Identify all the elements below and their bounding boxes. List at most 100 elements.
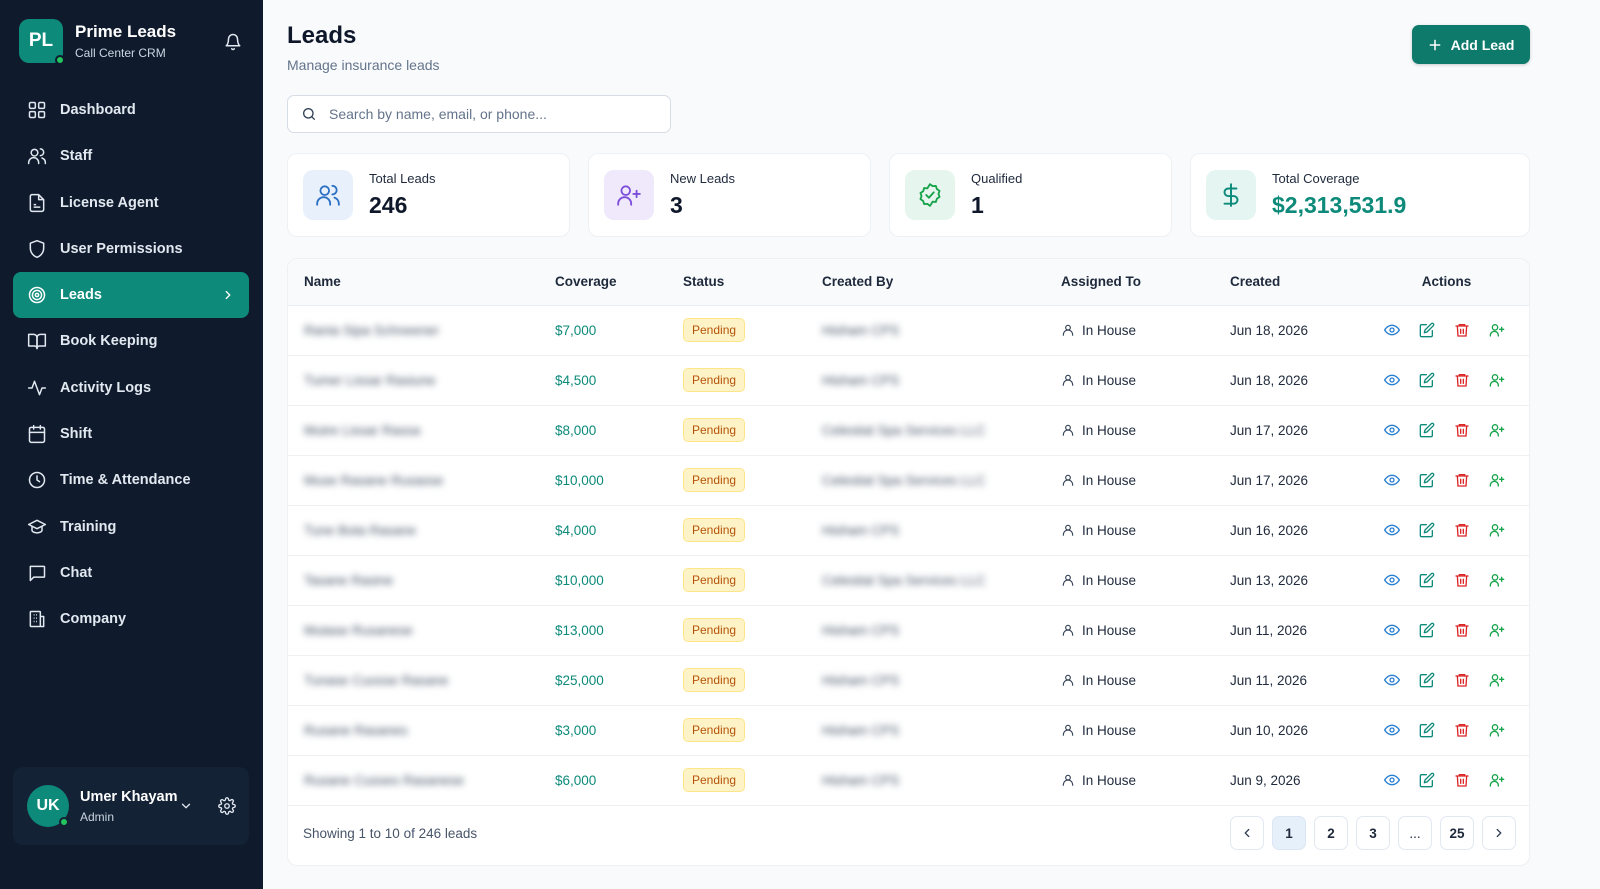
table-row[interactable]: Rania Sipa Schneener $7,000 Pending Hisham …	[288, 305, 1529, 355]
table-row[interactable]: Rusane Cusses Rasanese $6,000 Pending Hisha…	[288, 755, 1529, 805]
page-button[interactable]: 3	[1356, 816, 1390, 850]
col-header-coverage[interactable]: Coverage	[555, 259, 683, 306]
sidebar-item-label: Activity Logs	[60, 379, 152, 396]
bell-icon[interactable]	[224, 33, 242, 51]
trash-icon[interactable]	[1454, 472, 1470, 488]
user-card[interactable]: UK Umer Khayam Admin	[13, 767, 249, 845]
sidebar-item-leads[interactable]: Leads	[13, 272, 249, 319]
eye-icon[interactable]	[1383, 522, 1400, 538]
assign-user-icon[interactable]	[1489, 622, 1505, 638]
chevron-down-icon[interactable]	[179, 799, 193, 813]
lead-name[interactable]: Muse Rasane Rusasse	[304, 472, 444, 488]
assign-user-icon[interactable]	[1489, 522, 1505, 538]
next-page-button[interactable]	[1482, 816, 1516, 850]
page-button[interactable]: 1	[1272, 816, 1306, 850]
lead-name[interactable]: Mutase Rusanese	[304, 622, 413, 638]
trash-icon[interactable]	[1454, 322, 1470, 338]
edit-icon[interactable]	[1419, 422, 1435, 438]
stat-card-total-leads: Total Leads 246	[287, 153, 570, 237]
assign-user-icon[interactable]	[1489, 372, 1505, 388]
col-header-created[interactable]: Created	[1230, 259, 1364, 306]
trash-icon[interactable]	[1454, 772, 1470, 788]
table-row[interactable]: Rusane Rasanes $3,000 Pending Hisham CPS In …	[288, 705, 1529, 755]
sidebar-item-shift[interactable]: Shift	[13, 411, 249, 457]
sidebar-item-user-permissions[interactable]: User Permissions	[13, 226, 249, 272]
trash-icon[interactable]	[1454, 622, 1470, 638]
lead-created-date: Jun 11, 2026	[1230, 672, 1308, 688]
edit-icon[interactable]	[1419, 472, 1435, 488]
eye-icon[interactable]	[1383, 322, 1400, 338]
edit-icon[interactable]	[1419, 772, 1435, 788]
sidebar-item-company[interactable]: Company	[13, 596, 249, 642]
trash-icon[interactable]	[1454, 422, 1470, 438]
assign-user-icon[interactable]	[1489, 422, 1505, 438]
col-header-assigned-to[interactable]: Assigned To	[1061, 259, 1230, 306]
brand[interactable]: PL Prime Leads Call Center CRM	[19, 19, 176, 65]
gear-icon[interactable]	[218, 797, 236, 815]
sidebar-item-time-attendance[interactable]: Time & Attendance	[13, 457, 249, 503]
sidebar-item-license-agent[interactable]: License Agent	[13, 180, 249, 226]
lead-name[interactable]: Tumer Lissar Rasiune	[304, 372, 436, 388]
eye-icon[interactable]	[1383, 772, 1400, 788]
sidebar-item-book-keeping[interactable]: Book Keeping	[13, 318, 249, 364]
user-name: Umer Khayam	[80, 788, 178, 805]
assign-user-icon[interactable]	[1489, 722, 1505, 738]
add-lead-button[interactable]: Add Lead	[1412, 25, 1530, 64]
trash-icon[interactable]	[1454, 522, 1470, 538]
search-input[interactable]	[329, 106, 649, 122]
lead-name[interactable]: Rusane Cusses Rasanese	[304, 772, 464, 788]
table-row[interactable]: Tasane Rasine $10,000 Pending Celestial Spa…	[288, 555, 1529, 605]
trash-icon[interactable]	[1454, 672, 1470, 688]
table-row[interactable]: Tumer Lissar Rasiune $4,500 Pending Hisham …	[288, 355, 1529, 405]
lead-name[interactable]: Tune Bota Rasane	[304, 522, 417, 538]
row-actions	[1364, 672, 1529, 688]
eye-icon[interactable]	[1383, 722, 1400, 738]
col-header-created-by[interactable]: Created By	[822, 259, 1061, 306]
lead-name[interactable]: Rania Sipa Schneener	[304, 322, 440, 338]
table-row[interactable]: Tunase Cuosse Rasane $25,000 Pending Hisham…	[288, 655, 1529, 705]
col-header-name[interactable]: Name	[288, 259, 555, 306]
sidebar-item-staff[interactable]: Staff	[13, 133, 249, 179]
page-button[interactable]: 2	[1314, 816, 1348, 850]
eye-icon[interactable]	[1383, 372, 1400, 388]
stat-icon-box	[1206, 170, 1256, 220]
edit-icon[interactable]	[1419, 722, 1435, 738]
edit-icon[interactable]	[1419, 522, 1435, 538]
table-row[interactable]: Tune Bota Rasane $4,000 Pending Hisham CPS I…	[288, 505, 1529, 555]
lead-name[interactable]: Mutre Lissar Rassa	[304, 422, 421, 438]
edit-icon[interactable]	[1419, 322, 1435, 338]
assign-user-icon[interactable]	[1489, 322, 1505, 338]
table-row[interactable]: Muse Rasane Rusasse $10,000 Pending Celesti…	[288, 455, 1529, 505]
eye-icon[interactable]	[1383, 672, 1400, 688]
sidebar-item-dashboard[interactable]: Dashboard	[13, 87, 249, 133]
sidebar-item-chat[interactable]: Chat	[13, 550, 249, 596]
eye-icon[interactable]	[1383, 572, 1400, 588]
sidebar-item-training[interactable]: Training	[13, 504, 249, 550]
edit-icon[interactable]	[1419, 672, 1435, 688]
lead-name[interactable]: Rusane Rasanes	[304, 722, 408, 738]
eye-icon[interactable]	[1383, 472, 1400, 488]
assign-user-icon[interactable]	[1489, 572, 1505, 588]
assign-user-icon[interactable]	[1489, 472, 1505, 488]
edit-icon[interactable]	[1419, 622, 1435, 638]
trash-icon[interactable]	[1454, 722, 1470, 738]
user-icon	[1062, 574, 1074, 586]
edit-icon[interactable]	[1419, 372, 1435, 388]
trash-icon[interactable]	[1454, 572, 1470, 588]
page-subtitle: Manage insurance leads	[287, 57, 440, 73]
page-button[interactable]: 25	[1440, 816, 1474, 850]
trash-icon[interactable]	[1454, 372, 1470, 388]
eye-icon[interactable]	[1383, 622, 1400, 638]
user-icon	[1062, 424, 1074, 436]
table-row[interactable]: Mutase Rusanese $13,000 Pending Hisham CPS I…	[288, 605, 1529, 655]
col-header-status[interactable]: Status	[683, 259, 822, 306]
lead-name[interactable]: Tunase Cuosse Rasane	[304, 672, 449, 688]
assign-user-icon[interactable]	[1489, 772, 1505, 788]
assign-user-icon[interactable]	[1489, 672, 1505, 688]
eye-icon[interactable]	[1383, 422, 1400, 438]
sidebar-item-activity-logs[interactable]: Activity Logs	[13, 365, 249, 411]
prev-page-button[interactable]	[1230, 816, 1264, 850]
edit-icon[interactable]	[1419, 572, 1435, 588]
lead-name[interactable]: Tasane Rasine	[304, 572, 394, 588]
table-row[interactable]: Mutre Lissar Rassa $8,000 Pending Celestial…	[288, 405, 1529, 455]
